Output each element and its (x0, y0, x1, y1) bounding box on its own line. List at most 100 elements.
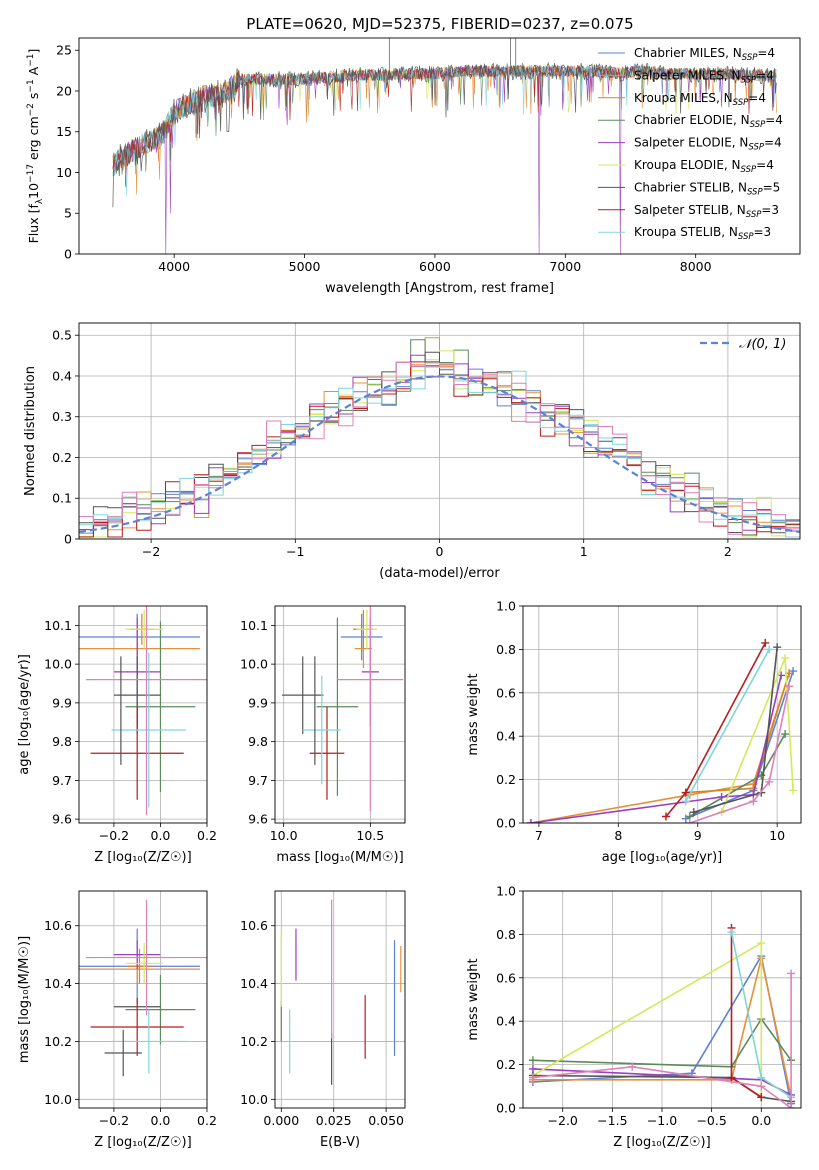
legend-subscript: SSP (738, 232, 754, 242)
y-axis-label: Normed distribution (23, 366, 38, 496)
x-tick-label: 6000 (419, 259, 451, 274)
mass-weight-marker (785, 682, 794, 691)
x-tick-label: 8 (614, 828, 622, 843)
mass-weight-line (689, 686, 790, 823)
y-axis-label: mass [log₁₀(M/M☉)] (17, 936, 32, 1063)
y-axis-label-part: −17 (26, 164, 36, 183)
y-axis-label-part: A (26, 66, 41, 79)
y-tick-label: 9.8 (248, 734, 268, 749)
x-tick-label: 5000 (289, 259, 321, 274)
mass-weight-line (532, 958, 792, 1098)
legend-nssp: =4 (756, 158, 774, 172)
legend-label: Salpeter ELODIE, NSSP=4 (634, 136, 782, 153)
x-tick-label: −0.5 (696, 1113, 726, 1128)
legend-label: Chabrier MILES, NSSP=4 (634, 46, 775, 63)
y-axis-label-part: s (26, 93, 41, 104)
y-tick-label: 10.4 (44, 976, 72, 991)
x-tick-label: 1 (580, 544, 588, 559)
mass-vs-Z-points (79, 899, 207, 1077)
age-vs-Z-points (79, 606, 207, 816)
y-axis-label-part: λ (35, 198, 45, 204)
mass-weight-marker (781, 654, 790, 663)
age-vs-mass-frame (274, 605, 406, 824)
x-tick-label: 0.025 (316, 1113, 352, 1128)
x-tick-label: 2 (724, 544, 732, 559)
spectrum-axes: 4000 5000 6000 7000 8000 0 5 10 15 20 25 wavelength… (56, 43, 712, 296)
legend-nssp: =4 (765, 113, 783, 127)
spectrum-lines (112, 38, 777, 254)
x-axis-label: Z [log₁₀(Z/Z☉)] (94, 850, 191, 865)
y-tick-label: 10.2 (240, 1034, 268, 1049)
y-axis-label-part: 10 (26, 183, 41, 199)
legend-label: 𝒩(0, 1) (739, 337, 786, 352)
mass-weight-marker (681, 797, 690, 806)
x-tick-label: 0 (436, 544, 444, 559)
legend-label: Chabrier STELIB, NSSP=5 (634, 180, 780, 197)
y-tick-label: 10.0 (240, 1092, 268, 1107)
x-tick-label: 10.5 (356, 828, 384, 843)
mass-weight-marker (526, 819, 535, 823)
mass-weight-marker (757, 1093, 766, 1102)
y-axis-label-part: erg cm (26, 116, 41, 164)
y-tick-label: 0.0 (496, 816, 516, 831)
mass-weight-marker (749, 797, 758, 806)
x-tick-label: 4000 (158, 259, 190, 274)
x-axis-label: E(B-V) (320, 1135, 360, 1150)
y-tick-label: 1.0 (496, 599, 516, 614)
x-tick-label: 10.0 (270, 828, 298, 843)
y-tick-label: 0.8 (496, 642, 516, 657)
y-tick-label: 0 (64, 532, 72, 547)
legend-subscript: SSP (741, 165, 757, 175)
y-tick-label: 15 (56, 124, 72, 139)
y-tick-label: 10.4 (240, 976, 268, 991)
x-tick-label: −0.2 (99, 828, 129, 843)
mass-weight-marker (757, 939, 766, 948)
spectrum-legend: Chabrier MILES, NSSP=4 Salpeter MILES, NS… (598, 46, 783, 242)
residuals-frame (78, 322, 801, 540)
mass-weight-marker (781, 730, 790, 739)
legend-subscript: SSP (741, 75, 757, 85)
legend-subscript: SSP (747, 187, 763, 197)
residuals-axes: −2 −1 0 1 2 0 0.1 0.2 0.3 0.4 0.5 (data-model)/erro… (23, 323, 800, 581)
legend-nssp: =4 (756, 68, 774, 82)
y-axis-label-part: ] (26, 49, 41, 54)
y-tick-label: 20 (56, 83, 72, 98)
mass-weight-marker (787, 969, 796, 978)
y-tick-label: 5 (64, 206, 72, 221)
x-tick-label: 0.2 (197, 1113, 217, 1128)
mass-weight-line (530, 673, 790, 823)
y-axis-label-part: Flux [f (26, 204, 41, 244)
mass-weight-marker (727, 1073, 736, 1082)
mass-weight-marker (773, 643, 782, 652)
legend-nssp: =4 (757, 46, 775, 60)
x-axis-label: wavelength [Angstrom, rest frame] (325, 281, 554, 296)
legend-subscript: SSP (746, 210, 762, 220)
x-axis-label: age [log₁₀(age/yr)] (602, 850, 723, 865)
legend-subscript: SSP (733, 98, 749, 108)
massweight-vs-Z-axes: −2.0 −1.5 −1.0 −0.5 0.0 0.0 0.2 0.4 0.6 0.8 1.0 Z [… (466, 884, 801, 1150)
y-axis-label-part: −1 (26, 79, 36, 92)
mass-vs-EBV-frame (274, 890, 406, 1109)
mass-weight-marker (528, 1056, 537, 1065)
x-axis-label: Z [log₁₀(Z/Z☉)] (613, 1135, 710, 1150)
y-tick-label: 10.0 (240, 657, 268, 672)
y-tick-label: 10.6 (44, 918, 72, 933)
y-tick-label: 9.8 (52, 734, 72, 749)
x-axis-label: (data-model)/error (379, 566, 500, 581)
x-tick-label: −1.5 (597, 1113, 627, 1128)
massweight-vs-age-series (526, 638, 798, 823)
mass-weight-marker (787, 1104, 796, 1108)
mass-weight-marker (685, 819, 694, 823)
legend-nssp: =4 (764, 136, 782, 150)
y-tick-label: 10 (56, 165, 72, 180)
y-axis-label: age [log₁₀(age/yr)] (17, 654, 32, 775)
mass-weight-marker (757, 1082, 766, 1091)
y-tick-label: 0 (64, 247, 72, 262)
mass-weight-line (685, 649, 770, 802)
legend-subscript: SSP (742, 53, 758, 63)
residual-histograms (79, 337, 800, 538)
mass-weight-marker (765, 645, 774, 654)
legend-subscript: SSP (748, 143, 764, 153)
x-tick-label: −0.2 (99, 1113, 129, 1128)
